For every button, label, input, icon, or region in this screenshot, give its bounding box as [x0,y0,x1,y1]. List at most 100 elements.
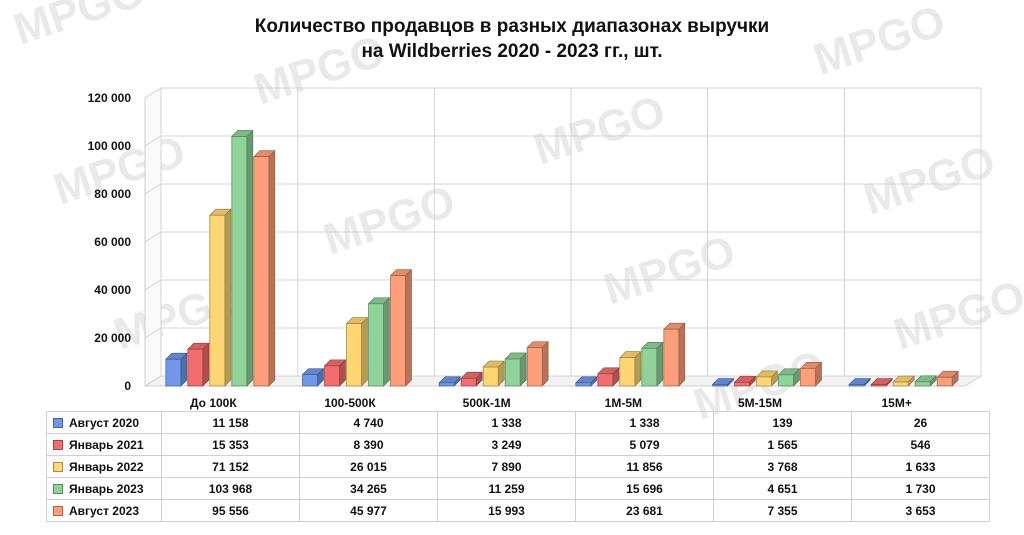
data-table-row: Август 2020 11 158 4 740 1 338 1 338 139 26 [46,411,990,434]
bar [870,377,893,387]
data-table-row: Январь 2023 103 968 34 265 11 259 15 696 4 65… [46,477,990,500]
legend-key [53,418,63,429]
data-table: Август 2020 11 158 4 740 1 338 1 338 139 26 Янв… [46,411,990,522]
legend-label: Январь 2022 [69,459,144,474]
bar-side [541,340,549,387]
bar [733,375,757,387]
bar [777,368,801,387]
bar-front [390,275,406,387]
bar-front [848,384,865,387]
bar-side [224,208,232,387]
data-label: 45 977 [299,499,438,522]
data-label: 95 556 [161,499,300,522]
bar-front [756,376,772,387]
chart-title-line-1: Количество продавцов в разных диапазонах… [254,16,770,37]
bar [848,377,871,387]
legend-entry: Январь 2021 [46,433,162,456]
bar-front [460,377,477,387]
bar [323,359,347,387]
bar [253,149,276,387]
bar [209,208,232,387]
bar-side [361,316,368,387]
data-label: 7 890 [437,455,576,478]
bar-front [892,381,909,387]
data-label: 1 338 [575,411,714,434]
legend-entry: Январь 2022 [46,455,162,478]
data-label: 1 338 [437,411,576,434]
bar-front [165,358,182,387]
bar-front [187,348,204,387]
legend-entry: Август 2020 [46,411,162,434]
legend-key [53,506,63,517]
x-category-label: 500К-1М [463,396,511,410]
bar-front [231,136,248,387]
x-category-label: 1М-5М [605,396,642,410]
data-table-row: Август 2023 95 556 45 977 15 993 23 681 7 355… [46,499,990,522]
gridline-diagonal [144,279,162,291]
data-label: 1 633 [851,455,990,478]
data-label: 11 856 [575,455,714,478]
bar-front [526,347,543,387]
data-label: 103 968 [161,477,300,500]
bar [799,361,823,387]
gridline-diagonal [144,87,162,99]
legend-key [53,440,63,451]
bar-front [597,373,614,387]
data-label: 8 390 [299,433,438,456]
bar [711,377,735,387]
bar-front [619,357,636,387]
bar-front [253,156,270,387]
bar-front [324,365,340,387]
x-category-label: До 100К [190,396,237,410]
bar [187,342,210,387]
bar [301,367,325,387]
bar [165,352,188,387]
bar [389,268,413,387]
legend-key [53,462,63,473]
data-label: 34 265 [299,477,438,500]
gridline-diagonal [144,327,162,339]
bar [936,370,959,387]
bar [504,352,527,387]
bar [231,129,254,387]
bar [619,350,642,387]
bar [367,297,391,387]
bar-front [734,381,750,387]
x-category-label: 5М-15М [738,396,782,410]
data-label: 23 681 [575,499,714,522]
y-tick-label: 60 000 [94,235,131,249]
bar-front [778,374,794,387]
bar-front [575,382,592,387]
legend-label: Январь 2023 [69,481,144,496]
data-label: 139 [713,411,852,434]
chart-title: Количество продавцов в разных диапазонах… [0,14,1024,64]
bar [641,341,664,387]
bar [460,371,483,387]
bar-front [482,366,499,387]
data-table-row: Январь 2022 71 152 26 015 7 890 11 856 3 768 1… [46,455,990,478]
data-label: 3 653 [851,499,990,522]
data-label: 7 355 [713,499,852,522]
legend-key [53,484,63,495]
bar-front [438,382,455,387]
bar [663,322,686,387]
data-label: 26 015 [299,455,438,478]
bar-side [405,268,412,387]
bar [914,375,937,387]
data-label: 1 565 [713,433,852,456]
legend-entry: Январь 2023 [46,477,162,500]
bar-front [800,367,816,387]
y-tick-label: 80 000 [94,187,131,201]
bar-front [346,323,362,387]
y-tick-label: 20 000 [94,331,131,345]
data-label: 3 768 [713,455,852,478]
y-tick-label: 100 000 [88,139,132,153]
data-label: 4 651 [713,477,852,500]
bar-side [246,129,254,387]
data-label: 5 079 [575,433,714,456]
bar [345,316,369,387]
bar [597,367,620,387]
data-label: 15 353 [161,433,300,456]
data-label: 15 696 [575,477,714,500]
bar-chart: 0 20 000 40 000 60 000 80 000 100 000 120 000 Д… [88,87,983,410]
